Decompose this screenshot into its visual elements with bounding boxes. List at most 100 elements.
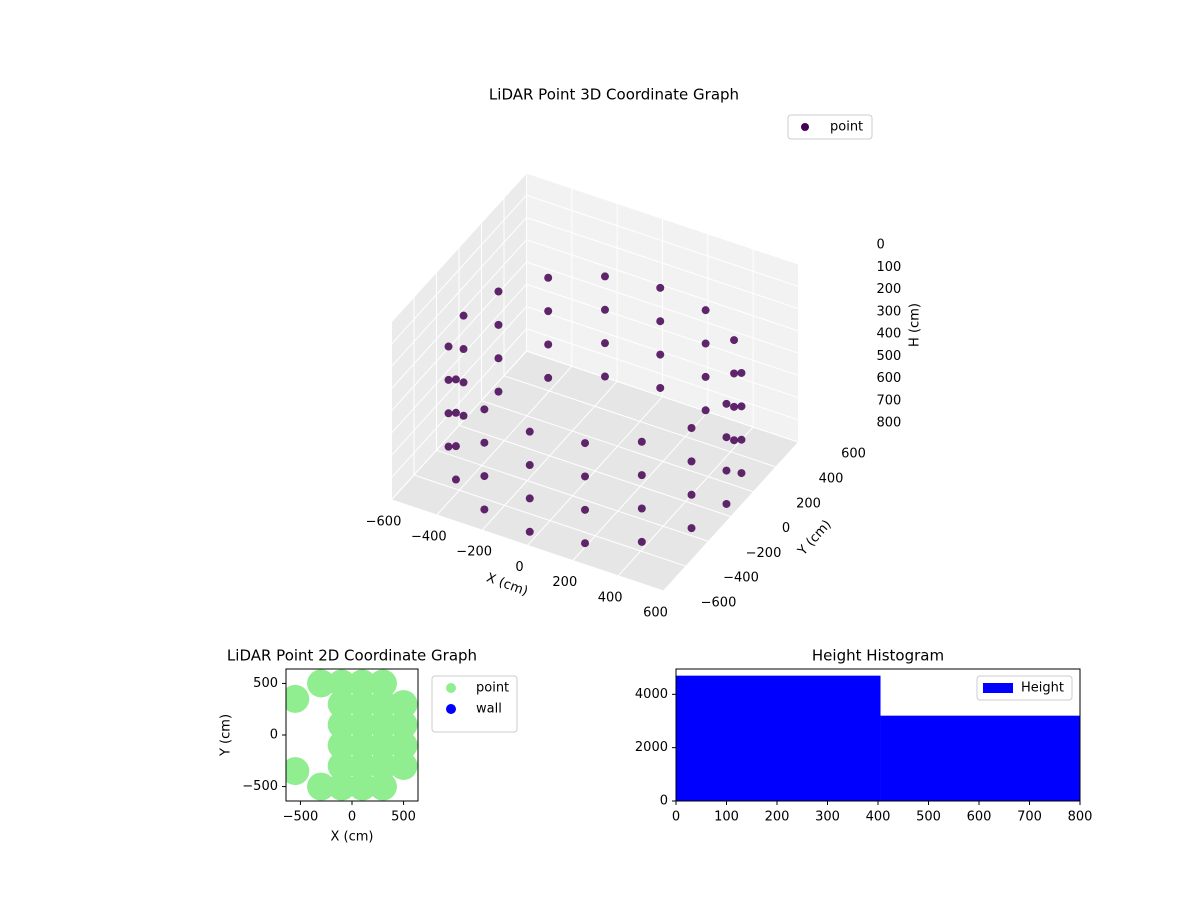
point [722, 399, 731, 408]
point [687, 524, 696, 533]
point [286, 757, 310, 786]
z-tick-label: 0 [877, 238, 885, 253]
point [459, 378, 468, 387]
grid-line [391, 172, 527, 323]
grid-line [391, 194, 527, 345]
point [327, 731, 356, 760]
x-tick-label: −500 [283, 810, 319, 825]
grid-line [458, 424, 732, 518]
point [480, 438, 489, 447]
x-tick-label: 700 [1017, 810, 1042, 825]
bar [880, 715, 1080, 801]
x-tick-label: 800 [1068, 810, 1093, 825]
point [389, 751, 418, 780]
grid-line [436, 449, 709, 542]
point [368, 669, 397, 698]
legend-marker [801, 123, 809, 131]
point [368, 731, 397, 760]
z-tick-label: 800 [877, 416, 902, 431]
y-tick-label: 0 [270, 728, 278, 743]
y-tick-label: 0 [660, 794, 668, 809]
y-tick-label: −600 [701, 596, 737, 611]
point [286, 684, 310, 713]
grid-line [391, 239, 527, 389]
x-tick-label: −200 [456, 545, 492, 560]
z-tick-label: 300 [877, 304, 902, 319]
y-axis-label: Y (cm) [219, 714, 234, 757]
y-tick-label: 400 [819, 472, 844, 487]
point [307, 772, 336, 801]
z-tick-label: 500 [877, 349, 902, 364]
grid-line [391, 283, 527, 434]
point [737, 368, 746, 377]
x-tick-label: 600 [967, 810, 992, 825]
point [656, 317, 665, 326]
point [581, 539, 590, 548]
point [389, 690, 418, 719]
point [348, 731, 377, 760]
point [544, 307, 553, 316]
grid-line [391, 328, 527, 478]
point [444, 409, 453, 418]
point [637, 537, 646, 546]
point [327, 669, 356, 698]
point [307, 669, 336, 698]
legend-label: Height [1021, 681, 1064, 696]
x-tick-label: 500 [916, 810, 941, 825]
point [656, 283, 665, 292]
point [494, 354, 503, 363]
x-tick-label: 100 [714, 810, 739, 825]
grid-line [391, 217, 527, 367]
point [327, 710, 356, 739]
point [444, 442, 453, 451]
point [737, 469, 746, 478]
legend-label: point [830, 120, 863, 135]
z-axis-label: H (cm) [908, 303, 923, 347]
x-tick-label: −400 [411, 530, 447, 545]
point [525, 427, 534, 436]
point [722, 466, 731, 475]
x-tick-label: −600 [366, 514, 402, 529]
point [444, 375, 453, 384]
x-axis-label: X (cm) [484, 571, 530, 600]
point [581, 505, 590, 514]
grid-line [391, 261, 527, 412]
grid-line [526, 283, 799, 376]
point [581, 472, 590, 481]
legend-box [976, 675, 1073, 701]
point [600, 305, 609, 314]
point [327, 751, 356, 780]
point [327, 690, 356, 719]
grid-line [526, 172, 799, 265]
point [480, 505, 489, 514]
point [494, 320, 503, 329]
point [637, 504, 646, 513]
x-axis-label: X (cm) [331, 830, 374, 845]
point [544, 340, 553, 349]
point [600, 339, 609, 348]
grid-line [526, 328, 799, 421]
point [368, 710, 397, 739]
z-tick-label: 100 [877, 260, 902, 275]
point [525, 461, 534, 470]
legend-marker [446, 683, 456, 693]
z-tick-label: 400 [877, 327, 902, 342]
y-tick-label: 2000 [635, 740, 668, 755]
bar [676, 675, 881, 801]
point [737, 402, 746, 411]
point [480, 405, 489, 414]
legend-marker [983, 683, 1013, 693]
point [637, 437, 646, 446]
point [451, 375, 460, 384]
x-tick-label: 0 [348, 810, 356, 825]
point [656, 383, 665, 392]
point [687, 490, 696, 499]
point [730, 402, 739, 411]
x-tick-label: 200 [765, 810, 790, 825]
point [368, 690, 397, 719]
point [368, 751, 397, 780]
grid-line [391, 350, 527, 501]
legend-marker [446, 704, 456, 714]
point [451, 408, 460, 417]
point [327, 772, 356, 801]
